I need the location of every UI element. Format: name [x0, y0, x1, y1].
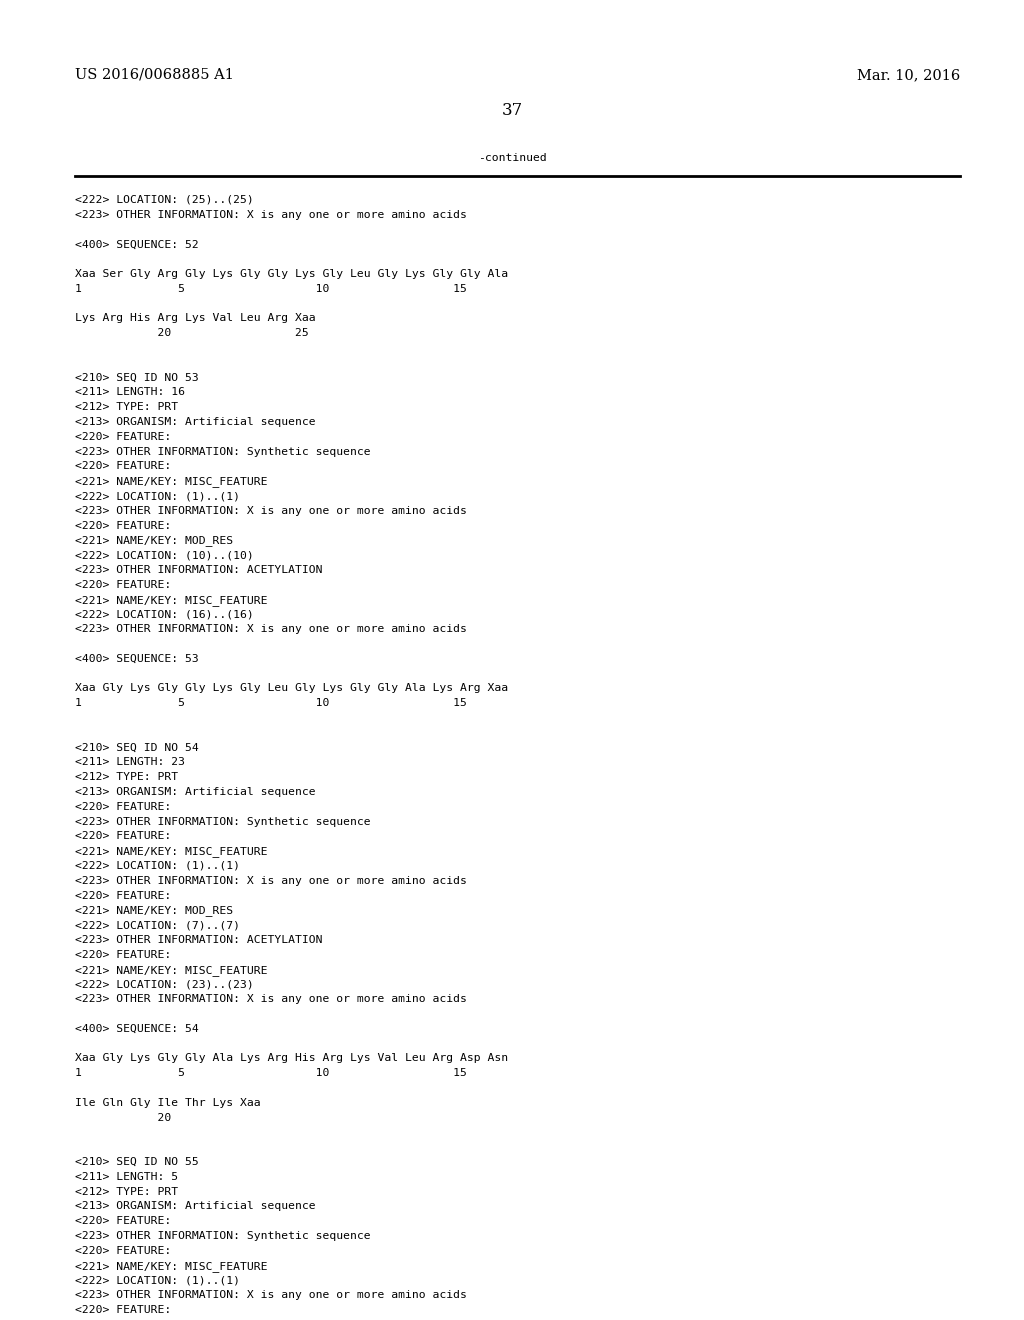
Text: <212> TYPE: PRT: <212> TYPE: PRT	[75, 403, 178, 412]
Text: <212> TYPE: PRT: <212> TYPE: PRT	[75, 772, 178, 783]
Text: <220> FEATURE:: <220> FEATURE:	[75, 1305, 171, 1315]
Text: <223> OTHER INFORMATION: Synthetic sequence: <223> OTHER INFORMATION: Synthetic seque…	[75, 817, 371, 826]
Text: <222> LOCATION: (1)..(1): <222> LOCATION: (1)..(1)	[75, 861, 240, 871]
Text: <222> LOCATION: (23)..(23): <222> LOCATION: (23)..(23)	[75, 979, 254, 990]
Text: <221> NAME/KEY: MISC_FEATURE: <221> NAME/KEY: MISC_FEATURE	[75, 846, 267, 857]
Text: Ile Gln Gly Ile Thr Lys Xaa: Ile Gln Gly Ile Thr Lys Xaa	[75, 1098, 261, 1107]
Text: <213> ORGANISM: Artificial sequence: <213> ORGANISM: Artificial sequence	[75, 787, 315, 797]
Text: <211> LENGTH: 16: <211> LENGTH: 16	[75, 387, 185, 397]
Text: <221> NAME/KEY: MOD_RES: <221> NAME/KEY: MOD_RES	[75, 536, 233, 546]
Text: <400> SEQUENCE: 53: <400> SEQUENCE: 53	[75, 653, 199, 664]
Text: <221> NAME/KEY: MISC_FEATURE: <221> NAME/KEY: MISC_FEATURE	[75, 965, 267, 975]
Text: <221> NAME/KEY: MOD_RES: <221> NAME/KEY: MOD_RES	[75, 906, 233, 916]
Text: -continued: -continued	[477, 153, 547, 162]
Text: Lys Arg His Arg Lys Val Leu Arg Xaa: Lys Arg His Arg Lys Val Leu Arg Xaa	[75, 313, 315, 323]
Text: <223> OTHER INFORMATION: Synthetic sequence: <223> OTHER INFORMATION: Synthetic seque…	[75, 1232, 371, 1241]
Text: <211> LENGTH: 23: <211> LENGTH: 23	[75, 758, 185, 767]
Text: <210> SEQ ID NO 53: <210> SEQ ID NO 53	[75, 372, 199, 383]
Text: US 2016/0068885 A1: US 2016/0068885 A1	[75, 69, 233, 82]
Text: <213> ORGANISM: Artificial sequence: <213> ORGANISM: Artificial sequence	[75, 1201, 315, 1212]
Text: 20: 20	[75, 1113, 171, 1122]
Text: <223> OTHER INFORMATION: Synthetic sequence: <223> OTHER INFORMATION: Synthetic seque…	[75, 446, 371, 457]
Text: 1              5                   10                  15: 1 5 10 15	[75, 284, 467, 294]
Text: <220> FEATURE:: <220> FEATURE:	[75, 1246, 171, 1255]
Text: <220> FEATURE:: <220> FEATURE:	[75, 520, 171, 531]
Text: <223> OTHER INFORMATION: X is any one or more amino acids: <223> OTHER INFORMATION: X is any one or…	[75, 1290, 467, 1300]
Text: <223> OTHER INFORMATION: X is any one or more amino acids: <223> OTHER INFORMATION: X is any one or…	[75, 506, 467, 516]
Text: 37: 37	[502, 102, 522, 119]
Text: <213> ORGANISM: Artificial sequence: <213> ORGANISM: Artificial sequence	[75, 417, 315, 426]
Text: <220> FEATURE:: <220> FEATURE:	[75, 432, 171, 442]
Text: <222> LOCATION: (16)..(16): <222> LOCATION: (16)..(16)	[75, 610, 254, 619]
Text: <210> SEQ ID NO 55: <210> SEQ ID NO 55	[75, 1158, 199, 1167]
Text: <220> FEATURE:: <220> FEATURE:	[75, 462, 171, 471]
Text: <222> LOCATION: (25)..(25): <222> LOCATION: (25)..(25)	[75, 195, 254, 205]
Text: <222> LOCATION: (1)..(1): <222> LOCATION: (1)..(1)	[75, 491, 240, 502]
Text: <221> NAME/KEY: MISC_FEATURE: <221> NAME/KEY: MISC_FEATURE	[75, 477, 267, 487]
Text: <223> OTHER INFORMATION: X is any one or more amino acids: <223> OTHER INFORMATION: X is any one or…	[75, 994, 467, 1005]
Text: 20                  25: 20 25	[75, 329, 309, 338]
Text: <221> NAME/KEY: MISC_FEATURE: <221> NAME/KEY: MISC_FEATURE	[75, 594, 267, 606]
Text: <210> SEQ ID NO 54: <210> SEQ ID NO 54	[75, 743, 199, 752]
Text: <223> OTHER INFORMATION: X is any one or more amino acids: <223> OTHER INFORMATION: X is any one or…	[75, 624, 467, 634]
Text: <223> OTHER INFORMATION: ACETYLATION: <223> OTHER INFORMATION: ACETYLATION	[75, 565, 323, 576]
Text: Mar. 10, 2016: Mar. 10, 2016	[857, 69, 961, 82]
Text: <223> OTHER INFORMATION: ACETYLATION: <223> OTHER INFORMATION: ACETYLATION	[75, 935, 323, 945]
Text: <220> FEATURE:: <220> FEATURE:	[75, 950, 171, 960]
Text: <221> NAME/KEY: MISC_FEATURE: <221> NAME/KEY: MISC_FEATURE	[75, 1261, 267, 1271]
Text: <222> LOCATION: (7)..(7): <222> LOCATION: (7)..(7)	[75, 920, 240, 931]
Text: <220> FEATURE:: <220> FEATURE:	[75, 1216, 171, 1226]
Text: <211> LENGTH: 5: <211> LENGTH: 5	[75, 1172, 178, 1181]
Text: <223> OTHER INFORMATION: X is any one or more amino acids: <223> OTHER INFORMATION: X is any one or…	[75, 210, 467, 220]
Text: Xaa Gly Lys Gly Gly Ala Lys Arg His Arg Lys Val Leu Arg Asp Asn: Xaa Gly Lys Gly Gly Ala Lys Arg His Arg …	[75, 1053, 508, 1064]
Text: 1              5                   10                  15: 1 5 10 15	[75, 698, 467, 709]
Text: <222> LOCATION: (10)..(10): <222> LOCATION: (10)..(10)	[75, 550, 254, 560]
Text: <400> SEQUENCE: 52: <400> SEQUENCE: 52	[75, 239, 199, 249]
Text: <400> SEQUENCE: 54: <400> SEQUENCE: 54	[75, 1024, 199, 1034]
Text: <220> FEATURE:: <220> FEATURE:	[75, 832, 171, 841]
Text: <220> FEATURE:: <220> FEATURE:	[75, 891, 171, 900]
Text: <220> FEATURE:: <220> FEATURE:	[75, 801, 171, 812]
Text: Xaa Ser Gly Arg Gly Lys Gly Gly Lys Gly Leu Gly Lys Gly Gly Ala: Xaa Ser Gly Arg Gly Lys Gly Gly Lys Gly …	[75, 269, 508, 279]
Text: <223> OTHER INFORMATION: X is any one or more amino acids: <223> OTHER INFORMATION: X is any one or…	[75, 875, 467, 886]
Text: <220> FEATURE:: <220> FEATURE:	[75, 579, 171, 590]
Text: <222> LOCATION: (1)..(1): <222> LOCATION: (1)..(1)	[75, 1275, 240, 1286]
Text: <212> TYPE: PRT: <212> TYPE: PRT	[75, 1187, 178, 1197]
Text: Xaa Gly Lys Gly Gly Lys Gly Leu Gly Lys Gly Gly Ala Lys Arg Xaa: Xaa Gly Lys Gly Gly Lys Gly Leu Gly Lys …	[75, 684, 508, 693]
Text: 1              5                   10                  15: 1 5 10 15	[75, 1068, 467, 1078]
